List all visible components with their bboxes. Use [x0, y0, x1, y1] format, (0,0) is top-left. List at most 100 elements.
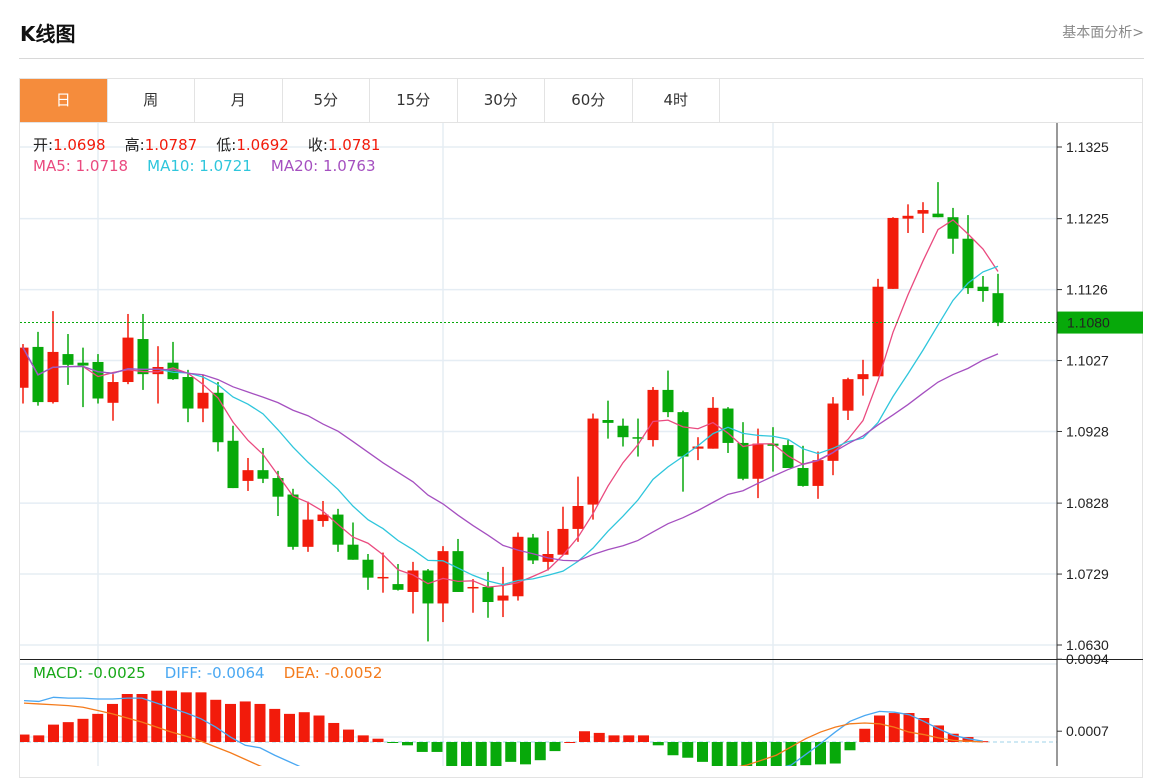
macd-bar-positive	[136, 693, 148, 742]
macd-bar-positive	[180, 692, 192, 742]
macd-bar-negative	[534, 742, 546, 761]
diff-label: DIFF:	[164, 664, 202, 682]
high-label: 高:	[124, 136, 145, 154]
candle-down	[677, 412, 689, 457]
title-divider	[19, 58, 1144, 59]
macd-bar-positive	[593, 732, 605, 742]
macd-bar-negative	[652, 742, 664, 746]
macd-bar-positive	[903, 713, 915, 742]
candle-down	[227, 440, 239, 489]
candle-up	[107, 382, 119, 403]
macd-bar-positive	[166, 690, 177, 742]
macd-bar-negative	[461, 742, 472, 766]
macd-bar-negative	[711, 742, 723, 766]
candle-down	[287, 494, 299, 547]
period-tabs: 日 周 月 5分 15分 30分 60分 4时	[20, 79, 1143, 123]
candle-down	[527, 537, 539, 561]
candle-down	[797, 468, 809, 486]
candle-down	[77, 362, 89, 366]
macd-bar-negative	[549, 742, 561, 752]
macd-bar-negative	[800, 742, 812, 766]
tab-5min[interactable]: 5分	[283, 79, 370, 122]
macd-bar-negative	[844, 742, 856, 751]
candle-down	[362, 559, 374, 578]
macd-bar-negative	[829, 742, 841, 764]
macd-bar-negative	[682, 742, 694, 758]
candle-down	[947, 217, 959, 239]
tab-15min[interactable]: 15分	[370, 79, 458, 122]
candle-down	[482, 586, 494, 603]
macd-bar-positive	[343, 729, 354, 742]
last-price-tag	[1057, 311, 1143, 334]
candle-up	[122, 337, 134, 383]
candle-up	[842, 379, 854, 411]
candle-up	[437, 551, 449, 604]
macd-bar-negative	[697, 742, 708, 762]
ma20-value: 1.0763	[323, 157, 376, 175]
macd-bar-positive	[298, 712, 310, 742]
macd-bar-negative	[667, 742, 679, 756]
tab-day[interactable]: 日	[20, 79, 108, 122]
macd-bar-positive	[933, 725, 944, 742]
y-tick-label: 1.1325	[1066, 139, 1109, 155]
candle-up	[20, 347, 29, 388]
candle-down	[272, 478, 284, 497]
tab-60min[interactable]: 60分	[545, 79, 633, 122]
macd-bar-positive	[20, 734, 30, 742]
candle-down	[977, 286, 989, 292]
axes: 1.1080 1.1325 1.1225 1.1126 1.1027 1.0928 1.08…	[20, 123, 1143, 766]
macd-bar-negative	[741, 742, 753, 766]
macd-bar-negative	[770, 742, 782, 766]
tab-week[interactable]: 周	[108, 79, 195, 122]
candle-down	[722, 408, 734, 443]
ma5-label: MA5:	[33, 157, 71, 175]
diff-line	[23, 696, 983, 766]
macd-bar-positive	[48, 724, 59, 742]
fundamental-analysis-link[interactable]: 基本面分析>	[1062, 25, 1144, 41]
macd-bar-positive	[210, 699, 222, 742]
ma10-line	[22, 265, 999, 586]
y-tick-label: 1.1225	[1066, 211, 1109, 227]
macd-bar-positive	[269, 708, 281, 742]
ma-info: MA5: 1.0718 MA10: 1.0721 MA20: 1.0763	[33, 157, 376, 175]
ma10-value: 1.0721	[199, 157, 252, 175]
macd-bar-negative	[402, 742, 413, 746]
y-tick-label: 1.0729	[1066, 566, 1109, 582]
ma5-value: 1.0718	[75, 157, 129, 175]
tab-month[interactable]: 月	[195, 79, 283, 122]
y-tick-label: 1.1027	[1066, 353, 1109, 369]
open-value: 1.0698	[53, 136, 106, 154]
macd-bar-positive	[357, 735, 369, 742]
low-value: 1.0692	[236, 136, 289, 154]
tab-4hour[interactable]: 4时	[633, 79, 720, 122]
macd-bar-positive	[372, 738, 384, 742]
candle-up	[152, 366, 164, 375]
dea-label: DEA:	[283, 664, 320, 682]
macd-bar-positive	[107, 703, 118, 742]
macd-bar-positive	[225, 703, 236, 742]
diff-value: -0.0064	[206, 664, 265, 682]
macd-value: -0.0025	[87, 664, 146, 682]
tab-30min[interactable]: 30分	[458, 79, 545, 122]
macd-label: MACD:	[33, 664, 84, 682]
macd-bar-positive	[874, 715, 885, 742]
macd-bar-positive	[328, 722, 340, 742]
macd-bar-positive	[62, 722, 74, 742]
macd-bar-positive	[284, 713, 295, 742]
macd-bar-positive	[77, 718, 89, 742]
macd-panel	[20, 690, 1057, 766]
candle-down	[992, 293, 1004, 323]
ohlc-info: 开:1.0698 高:1.0787 低:1.0692 收:1.0781	[33, 134, 380, 155]
candle-down	[737, 442, 749, 479]
macd-bar-positive	[151, 690, 163, 742]
macd-y-tick-label: 0.0007	[1066, 723, 1109, 739]
candles	[20, 182, 1004, 642]
open-label: 开:	[33, 136, 54, 154]
candle-up	[407, 570, 419, 592]
macd-bar-positive	[579, 731, 590, 742]
candle-up	[647, 389, 659, 441]
y-tick-label: 1.1126	[1066, 282, 1108, 298]
high-value: 1.0787	[144, 136, 198, 154]
candle-down	[332, 514, 344, 545]
